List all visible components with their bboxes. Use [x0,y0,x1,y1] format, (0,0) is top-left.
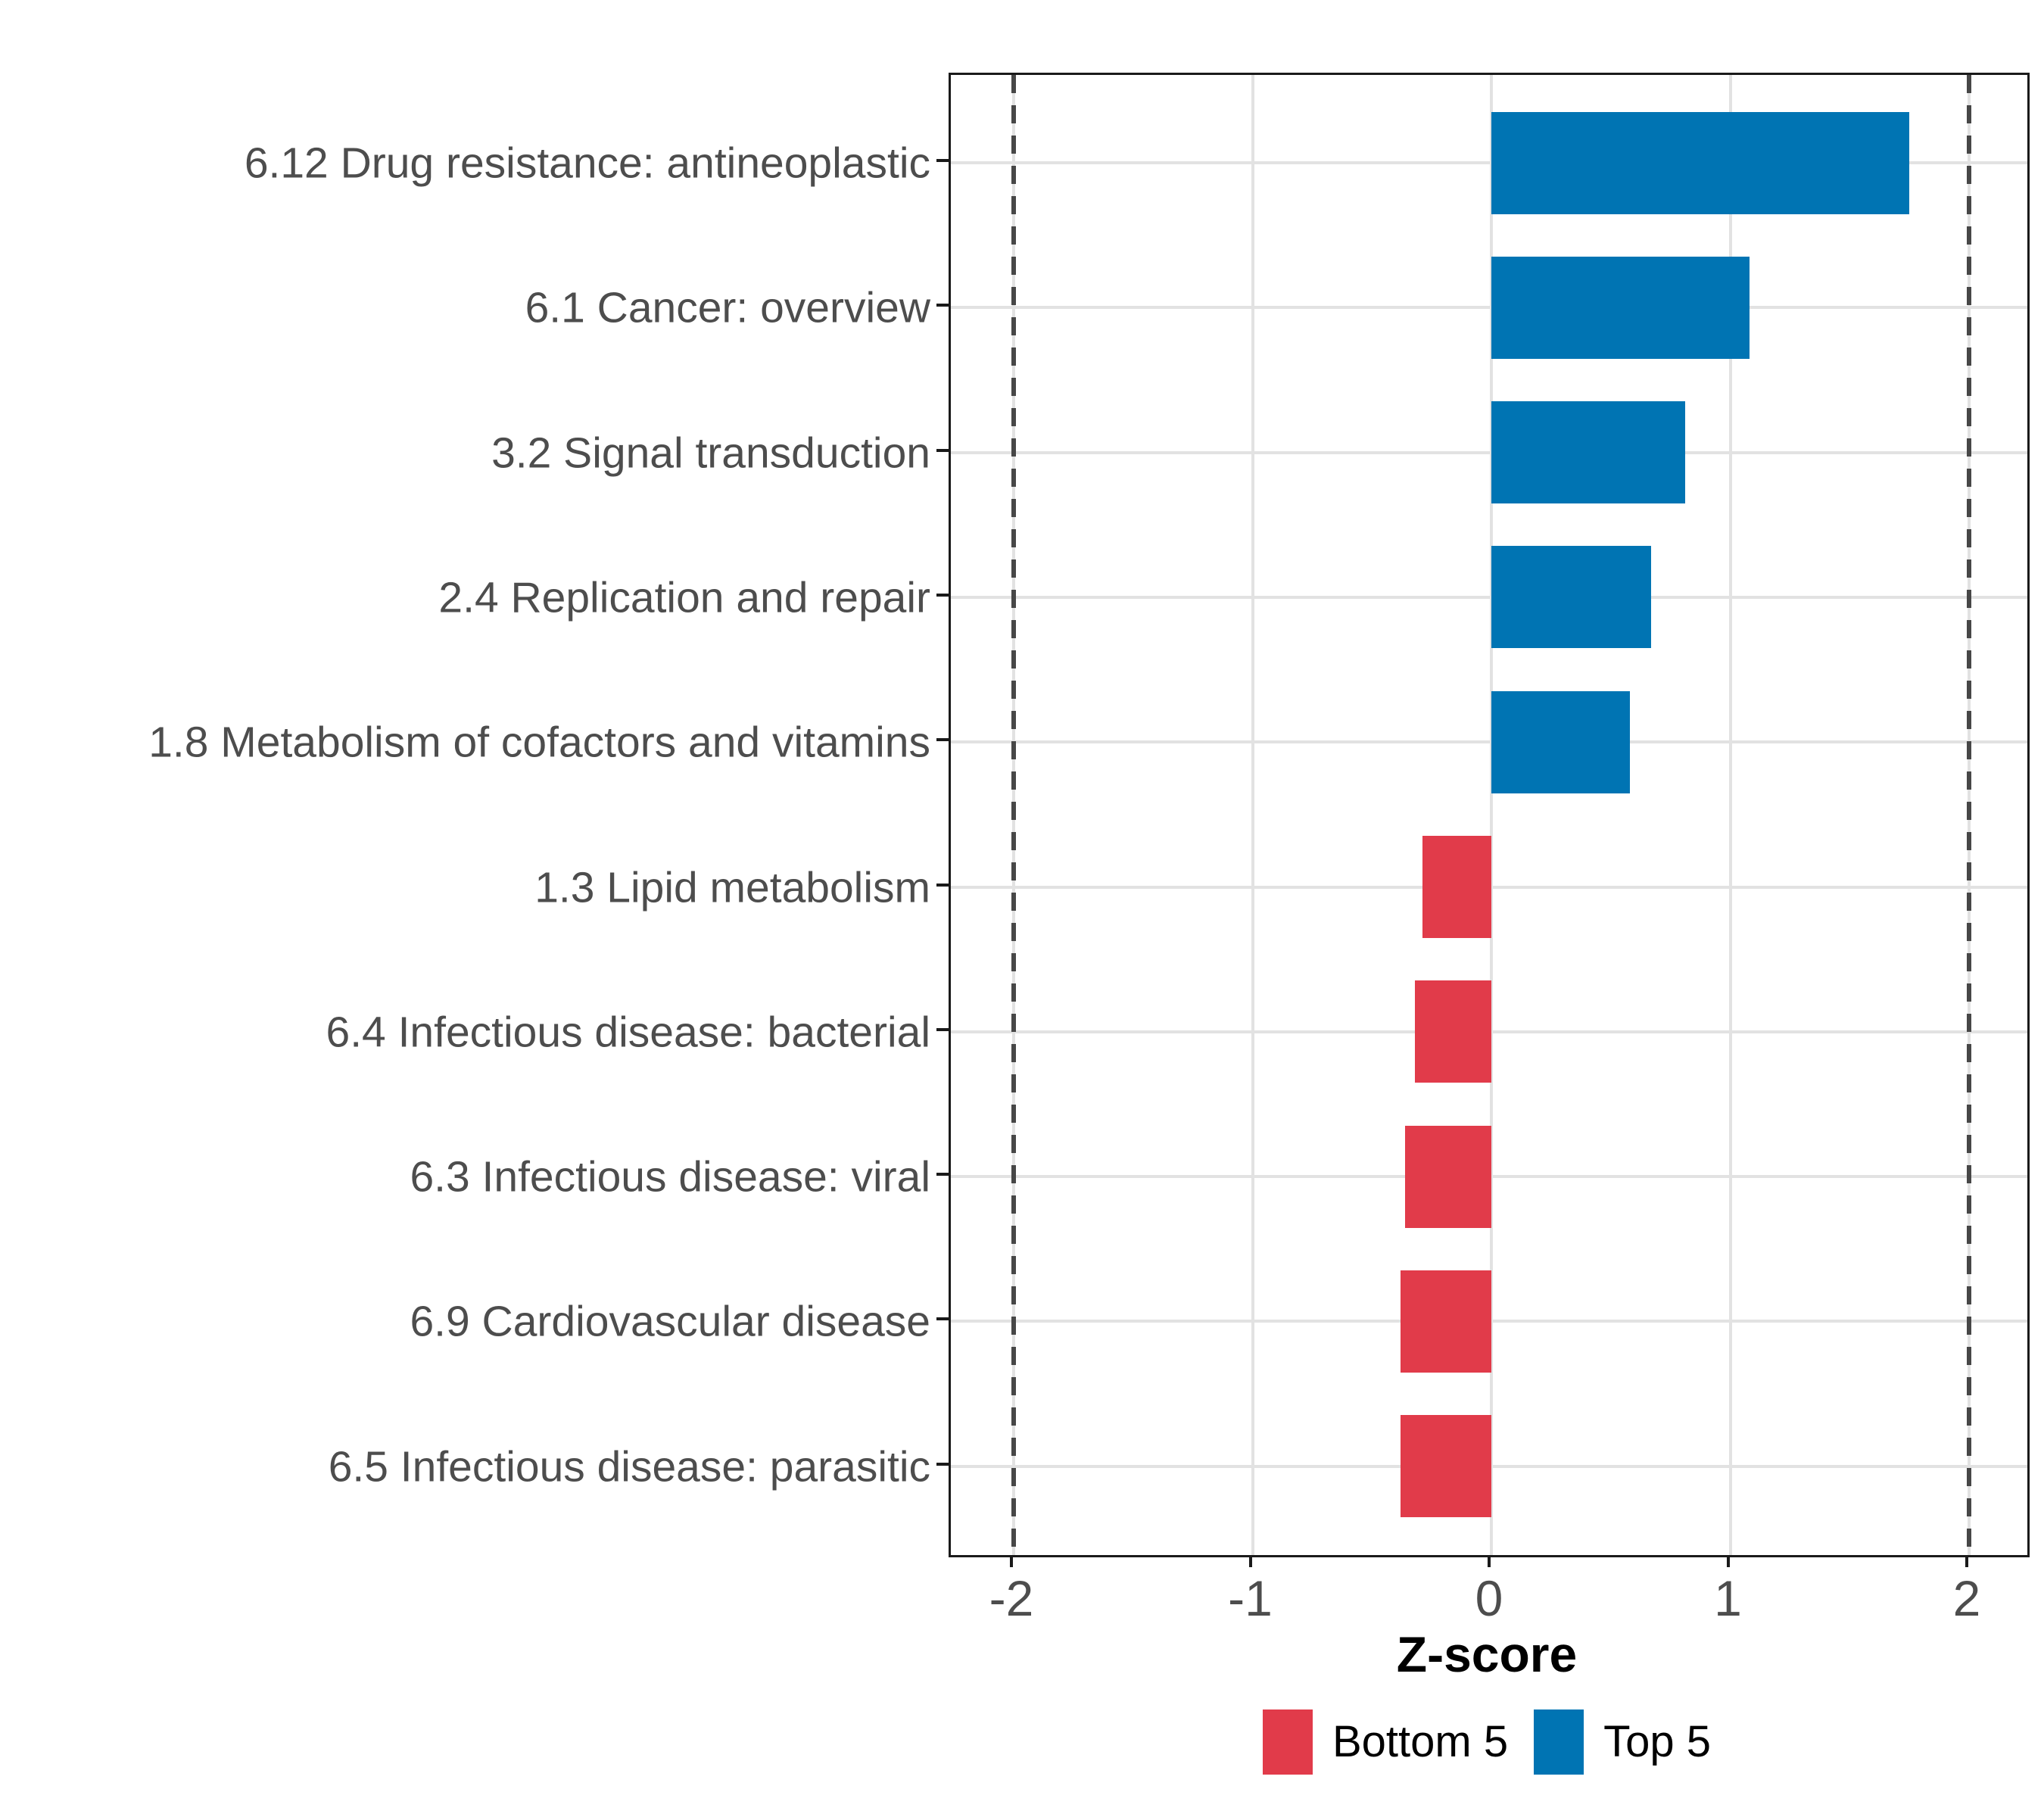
y-tick-mark [936,593,949,597]
v-gridline [1251,75,1254,1555]
x-tick-label: 2 [1952,1570,1981,1626]
bar-bottom5 [1401,1415,1491,1518]
bar-bottom5 [1405,1125,1491,1228]
x-tick-mark [1010,1555,1013,1567]
category-label: 6.3 Infectious disease: viral [410,1152,930,1201]
h-gridline [951,595,2027,599]
bar-top5 [1491,111,1910,214]
x-tick-label: 0 [1475,1570,1503,1626]
category-label: 3.2 Signal transduction [491,429,930,478]
x-tick-mark [1248,1555,1252,1567]
x-tick-mark [1965,1555,1968,1567]
dashed-reference-line [1011,75,1016,1555]
legend-item-top5: Top 5 [1534,1709,1711,1775]
h-gridline [951,306,2027,310]
v-gridline [1490,75,1493,1555]
category-label: 6.4 Infectious disease: bacterial [326,1008,930,1057]
x-tick-label: -1 [1228,1570,1273,1626]
legend-swatch-top5-icon [1534,1709,1584,1775]
category-label: 6.5 Infectious disease: parasitic [328,1442,930,1491]
y-tick-mark [936,1462,949,1466]
h-gridline [951,740,2027,744]
bar-top5 [1491,690,1630,793]
category-label: 1.8 Metabolism of cofactors and vitamins [148,718,930,767]
bar-top5 [1491,546,1652,649]
legend-label-bottom5: Bottom 5 [1332,1717,1509,1766]
y-tick-mark [936,1027,949,1031]
y-tick-mark [936,883,949,887]
category-label: 6.9 Cardiovascular disease [410,1297,930,1346]
bar-bottom5 [1422,836,1491,938]
legend-item-bottom5: Bottom 5 [1262,1709,1509,1775]
bar-bottom5 [1401,1270,1491,1373]
bar-bottom5 [1415,980,1491,1083]
x-tick-label: 1 [1714,1570,1742,1626]
x-tick-mark [1488,1555,1491,1567]
category-label: 1.3 Lipid metabolism [534,863,930,912]
y-tick-mark [936,1173,949,1177]
h-gridline [951,450,2027,454]
legend-swatch-bottom5-icon [1262,1709,1313,1775]
category-label: 2.4 Replication and repair [438,573,930,622]
v-gridline [1728,75,1732,1555]
y-tick-mark [936,1317,949,1321]
y-tick-mark [936,738,949,742]
y-tick-mark [936,304,949,307]
plot-panel [949,73,2030,1557]
y-tick-mark [936,448,949,452]
bar-top5 [1491,256,1750,359]
y-tick-mark [936,159,949,162]
legend: Bottom 5 Top 5 [949,1709,2025,1775]
legend-label-top5: Top 5 [1603,1717,1711,1766]
dashed-reference-line [1967,75,1971,1555]
category-label: 6.1 Cancer: overview [525,283,930,332]
bar-top5 [1491,401,1685,504]
x-axis-title: Z-score [1396,1626,1578,1682]
h-gridline [951,161,2027,164]
category-label: 6.12 Drug resistance: antineoplastic [244,139,930,188]
x-tick-mark [1726,1555,1730,1567]
x-tick-label: -2 [989,1570,1034,1626]
